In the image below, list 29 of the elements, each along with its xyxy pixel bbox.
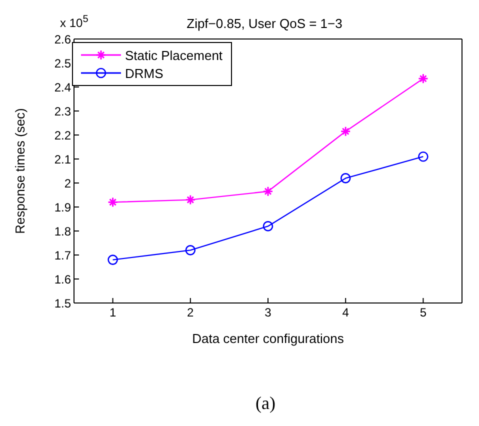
y-tick-label: 2.6 — [54, 32, 72, 46]
y-tick-label: 2.3 — [54, 104, 72, 118]
x-tick-label: 2 — [187, 306, 194, 320]
y-axis-title: Response times (sec) — [12, 108, 28, 234]
y-tick-label: 2.4 — [54, 80, 72, 94]
point — [418, 151, 428, 162]
y-tick-label: 1.7 — [54, 248, 72, 262]
y-tick-label: 2.5 — [54, 56, 72, 70]
legend-label: Static Placement — [125, 48, 223, 62]
text: x 10$^{5}$ — [60, 14, 88, 30]
x-tick-label: 3 — [264, 306, 272, 320]
x-tick-label: 5 — [420, 306, 427, 320]
y-tick-label: 2.1 — [54, 152, 72, 166]
point — [262, 221, 274, 232]
y-tick-label: 1.8 — [54, 224, 72, 238]
point — [185, 245, 196, 256]
chart-title: Zipf−0.85, User QoS = 1−3 — [186, 16, 342, 31]
text: (a) — [254, 393, 276, 414]
y-tick-label: 2.2 — [54, 128, 72, 142]
y-tick-label: 1.9 — [54, 200, 72, 214]
x-tick-label: 1 — [109, 306, 116, 320]
x-axis-title: Data center configurations — [192, 331, 344, 346]
x-tick-label: 4 — [342, 306, 350, 320]
y-tick-label: 2 — [64, 176, 72, 190]
y-tick-label: 1.5 — [54, 296, 72, 310]
y-tick-label: 1.6 — [54, 272, 72, 286]
legend-label: DRMS — [125, 66, 164, 80]
point — [108, 254, 118, 265]
point — [340, 173, 351, 184]
